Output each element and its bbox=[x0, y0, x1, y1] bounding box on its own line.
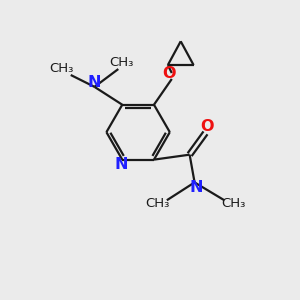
Text: N: N bbox=[88, 75, 101, 90]
Text: N: N bbox=[190, 180, 203, 195]
Text: O: O bbox=[162, 67, 175, 82]
Text: CH₃: CH₃ bbox=[221, 197, 245, 210]
Text: CH₃: CH₃ bbox=[50, 61, 74, 75]
Text: O: O bbox=[201, 119, 214, 134]
Text: N: N bbox=[115, 157, 128, 172]
Text: CH₃: CH₃ bbox=[109, 56, 134, 69]
Text: CH₃: CH₃ bbox=[146, 197, 170, 210]
